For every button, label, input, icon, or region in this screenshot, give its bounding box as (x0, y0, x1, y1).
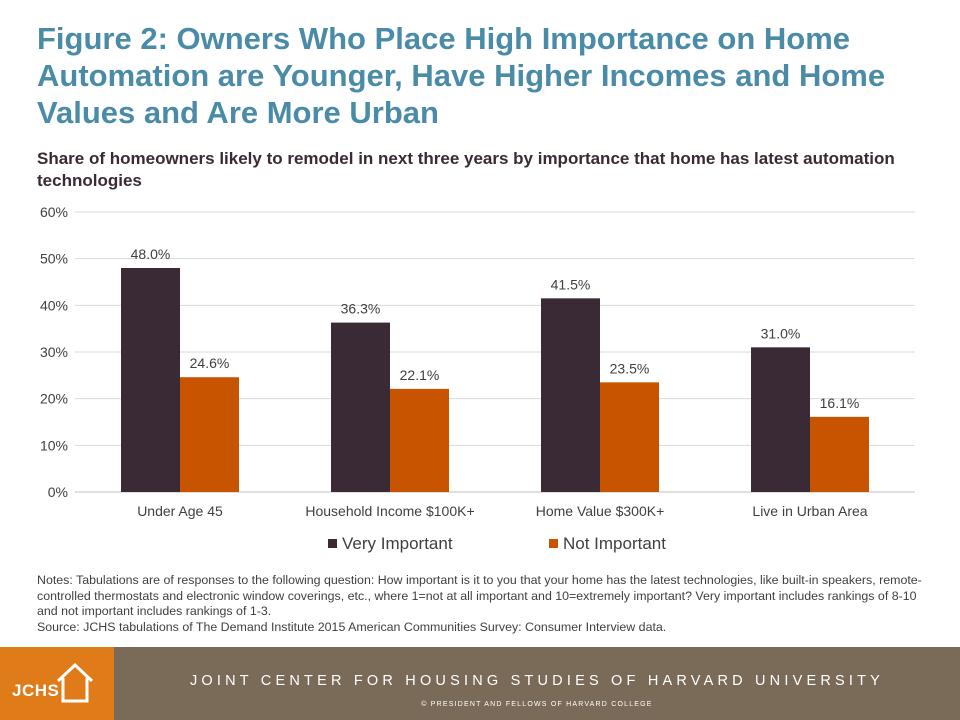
footer-organization: JOINT CENTER FOR HOUSING STUDIES OF HARV… (189, 673, 885, 689)
y-tick-label: 0% (48, 484, 68, 500)
x-tick-label: Household Income $100K+ (305, 503, 474, 519)
bar-not-important (390, 388, 449, 492)
bar-very-important (121, 268, 180, 492)
x-tick-label: Live in Urban Area (752, 503, 867, 519)
bar-not-important (180, 377, 239, 492)
y-tick-label: 10% (40, 437, 68, 453)
legend-label-very-important: Very Important (342, 534, 453, 553)
jchs-logo: JCHS (0, 647, 114, 720)
x-tick-label: Home Value $300K+ (536, 503, 665, 519)
chart-subtitle: Share of homeowners likely to remodel in… (37, 149, 895, 190)
bar-chart: 0% 10% 20% 30% 40% 50% 60% 48.0% 24.6% Under Age … (40, 204, 915, 553)
bar-very-important (541, 298, 600, 492)
chart-notes: Notes: Tabulations are of responses to t… (37, 573, 927, 635)
data-label: 31.0% (761, 325, 801, 341)
data-label: 23.5% (610, 360, 650, 376)
source-text: Source: JCHS tabulations of The Demand I… (37, 619, 667, 634)
data-label: 36.3% (341, 301, 381, 317)
house-icon (56, 662, 94, 703)
data-label: 24.6% (190, 355, 230, 371)
legend-label-not-important: Not Important (563, 534, 666, 553)
legend-swatch-very-important (328, 539, 337, 548)
notes-text: Notes: Tabulations are of responses to t… (37, 573, 922, 618)
y-tick-label: 20% (40, 391, 68, 407)
data-label: 48.0% (131, 246, 171, 262)
y-tick-label: 50% (40, 251, 68, 267)
bar-not-important (600, 382, 659, 492)
chart-title: Figure 2: Owners Who Place High Importan… (37, 21, 886, 130)
bar-very-important (331, 322, 390, 492)
data-label: 22.1% (400, 367, 440, 383)
data-label: 16.1% (820, 395, 860, 411)
footer-band: JOINT CENTER FOR HOUSING STUDIES OF HARV… (114, 647, 960, 720)
bar-very-important (751, 347, 810, 492)
legend-swatch-not-important (549, 539, 558, 548)
y-tick-label: 40% (40, 297, 68, 313)
y-tick-label: 30% (40, 344, 68, 360)
y-tick-label: 60% (40, 204, 68, 220)
bar-not-important (810, 416, 869, 492)
footer-copyright: © PRESIDENT AND FELLOWS OF HARVARD COLLE… (421, 701, 653, 708)
logo-text: JCHS (12, 681, 60, 700)
x-tick-label: Under Age 45 (137, 503, 223, 519)
data-label: 41.5% (551, 276, 591, 292)
